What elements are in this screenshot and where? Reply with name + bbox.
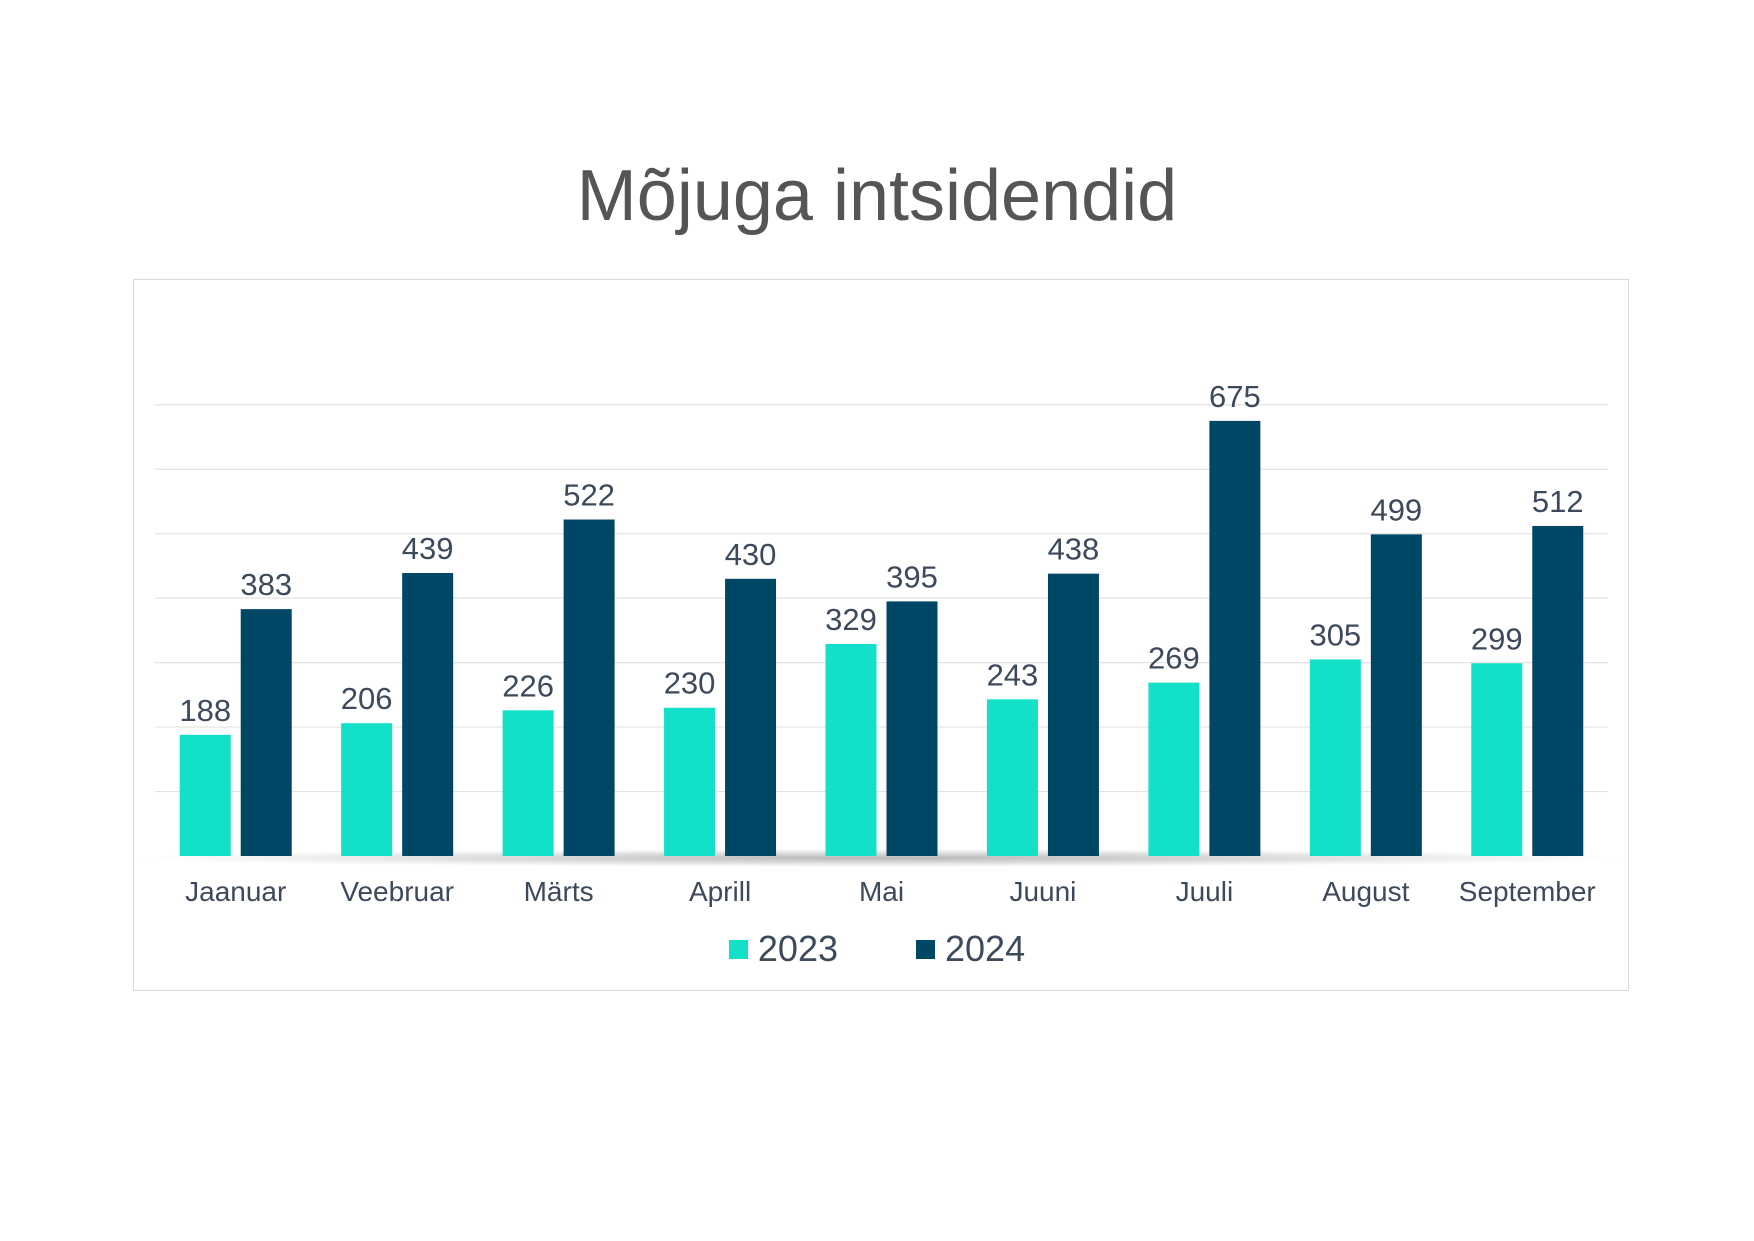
data-label-2024-september: 512 — [1532, 484, 1584, 519]
data-label-2023-juuni: 243 — [987, 657, 1039, 692]
data-label-2024-juuni: 438 — [1048, 532, 1100, 567]
bar-2024-juuli — [1209, 420, 1261, 856]
legend-item-2023: 2023 — [728, 928, 838, 970]
data-label-2023-juuli: 269 — [1148, 641, 1200, 676]
x-axis: Jaanuar Veebruar Märts Aprill Mai Juuni Juuli A… — [185, 876, 1596, 907]
bar-2023-aprill — [664, 707, 716, 856]
bar-2024-august — [1370, 534, 1422, 856]
bar-2024-veebruar — [402, 573, 454, 856]
x-tick-label-veebruar: Veebruar — [340, 876, 454, 907]
x-tick-label-aprill: Aprill — [689, 876, 751, 907]
data-label-2023-mai: 329 — [825, 602, 877, 637]
bar-2024-märts — [563, 519, 615, 856]
x-tick-label-märts: Märts — [524, 876, 594, 907]
data-label-2023-jaanuar: 188 — [179, 693, 231, 728]
legend-item-2024: 2024 — [916, 928, 1025, 970]
data-label-2023-september: 299 — [1471, 621, 1523, 656]
bar-2023-jaanuar — [179, 734, 231, 856]
legend-swatch-2024 — [916, 939, 935, 959]
x-tick-label-september: September — [1459, 876, 1596, 907]
data-label-2024-juuli: 675 — [1209, 379, 1261, 414]
data-label-2023-aprill: 230 — [664, 666, 716, 701]
x-tick-label-august: August — [1322, 876, 1409, 907]
gridlines — [155, 404, 1608, 793]
bar-2024-juuni — [1047, 573, 1099, 856]
data-label-2023-märts: 226 — [502, 668, 554, 703]
x-tick-label-juuni: Juuni — [1009, 876, 1076, 907]
bar-2024-mai — [886, 601, 938, 856]
data-labels: 188 383 206 439 226 522 230 430 329 395 243 438 269 6… — [179, 379, 1583, 728]
legend: 2023 2024 — [0, 924, 1754, 974]
bar-2024-aprill — [725, 578, 777, 856]
data-label-2024-veebruar: 439 — [402, 531, 454, 566]
x-tick-label-juuli: Juuli — [1176, 876, 1234, 907]
bar-2023-märts — [502, 710, 554, 856]
bar-2023-juuni — [986, 699, 1038, 856]
data-label-2024-august: 499 — [1370, 492, 1422, 527]
data-label-2023-august: 305 — [1309, 617, 1361, 652]
legend-swatch-2023 — [728, 939, 748, 959]
bar-2024-jaanuar — [240, 609, 292, 856]
bar-2023-august — [1309, 659, 1361, 856]
chart-title: Mõjuga intsidendid — [576, 156, 1178, 236]
data-label-2024-jaanuar: 383 — [240, 567, 292, 602]
bar-2024-september — [1532, 525, 1584, 856]
legend-label-2023: 2023 — [757, 928, 838, 969]
bar-2023-mai — [825, 643, 877, 856]
data-label-2023-veebruar: 206 — [341, 681, 393, 716]
data-label-2024-mai: 395 — [886, 559, 938, 594]
bars — [179, 420, 1584, 856]
data-label-2024-märts: 522 — [563, 478, 615, 513]
bar-2023-september — [1471, 663, 1523, 856]
legend-label-2024: 2024 — [945, 928, 1026, 969]
data-label-2024-aprill: 430 — [725, 537, 777, 572]
x-tick-label-mai: Mai — [859, 876, 904, 907]
x-tick-label-jaanuar: Jaanuar — [185, 876, 286, 907]
bar-2023-veebruar — [341, 723, 393, 856]
bar-2023-juuli — [1148, 682, 1200, 856]
